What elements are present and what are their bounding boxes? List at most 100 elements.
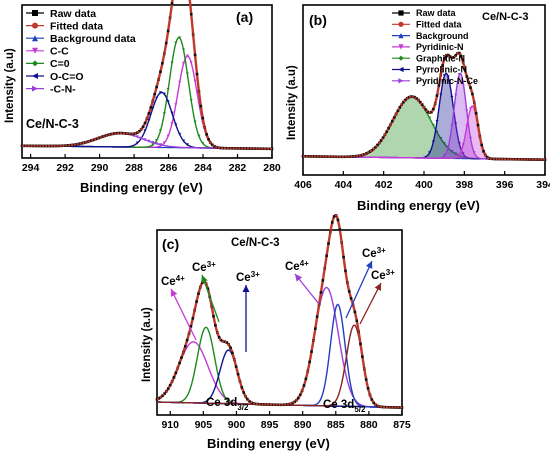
fitted-data-point	[512, 158, 515, 161]
fitted-data-point	[221, 340, 225, 343]
fitted-data-point	[289, 402, 292, 405]
raw-data-point	[338, 228, 342, 231]
raw-data-point	[361, 355, 364, 358]
fitted-data-point	[450, 56, 454, 59]
fitted-data-point	[337, 222, 340, 226]
fitted-data-point	[509, 158, 512, 161]
fitted-data-point	[523, 158, 526, 161]
fitted-data-point	[235, 369, 239, 372]
fitted-data-point	[128, 132, 131, 135]
fitted-data-point	[434, 102, 437, 105]
fitted-data-point	[88, 140, 91, 143]
annotation-arrow	[170, 288, 197, 341]
annotation-label: Ce3+	[371, 268, 395, 282]
fitted-data-point	[258, 403, 261, 406]
legend-marker	[32, 10, 38, 16]
fitted-data-point	[292, 401, 295, 404]
raw-data-point	[441, 64, 444, 67]
x-tick-label: 288	[125, 162, 143, 174]
x-tick-label: 284	[194, 162, 212, 174]
fitted-data-point	[459, 53, 462, 56]
x-tick-label: 890	[294, 419, 312, 431]
x-tick-label: 292	[56, 162, 74, 174]
legend-marker	[398, 10, 404, 16]
fitted-data-point	[515, 158, 518, 161]
annotation-label: Ce3+	[362, 246, 386, 260]
raw-data-point	[370, 398, 374, 401]
fitted-data-point	[529, 158, 532, 161]
fitted-data-point	[229, 147, 232, 150]
fitted-data-point	[36, 144, 39, 148]
fitted-data-point	[377, 405, 380, 408]
raw-data-point	[246, 397, 249, 401]
fitted-data-point	[105, 134, 108, 137]
component-marker	[151, 143, 155, 147]
component-marker	[428, 151, 432, 155]
fitted-data-point	[243, 147, 247, 150]
raw-data-point	[469, 86, 472, 89]
fitted-data-point	[422, 106, 426, 109]
x-tick-label: 895	[261, 419, 279, 431]
raw-data-point	[178, 361, 181, 365]
component-marker	[446, 145, 450, 149]
fitted-data-point	[213, 319, 216, 323]
raw-data-point	[219, 338, 223, 342]
legend-marker	[398, 55, 404, 61]
fitted-data-point	[165, 390, 168, 393]
fitted-data-point	[349, 293, 352, 297]
fitted-data-point	[316, 155, 319, 158]
fitted-data-point	[344, 155, 347, 158]
raw-data-point	[159, 70, 162, 74]
fitted-data-point	[526, 158, 529, 161]
fitted-data-point	[157, 78, 160, 81]
fitted-data-point	[272, 403, 275, 406]
raw-data-point	[396, 109, 400, 113]
fitted-data-point	[148, 109, 151, 112]
raw-data-point	[381, 136, 385, 140]
fitted-data-point	[461, 60, 465, 64]
fitted-data-point	[327, 155, 331, 158]
fitted-data-point	[44, 144, 48, 148]
fitted-data-point	[47, 144, 51, 148]
raw-data-point	[404, 98, 407, 102]
fitted-data-point	[481, 147, 484, 150]
fitted-data-point	[315, 321, 318, 324]
fitted-data-point	[517, 158, 521, 161]
legend-marker	[398, 66, 404, 73]
component-marker	[201, 141, 205, 145]
fitted-data-point	[226, 147, 229, 150]
fitted-data-point	[275, 403, 278, 406]
fitted-data-point	[364, 152, 367, 156]
raw-data-point	[321, 279, 325, 282]
component-marker	[174, 123, 178, 127]
x-tick-label: 885	[327, 419, 345, 431]
legend-entry: Graphitic-N	[416, 53, 465, 63]
fitted-data-point	[250, 401, 253, 404]
fitted-data-point	[332, 217, 335, 220]
fitted-data-point	[431, 109, 434, 113]
fitted-data-point	[235, 147, 238, 150]
fitted-data-point	[305, 155, 308, 158]
raw-data-point	[446, 53, 450, 57]
component-marker	[182, 62, 186, 66]
fitted-data-point	[394, 112, 398, 116]
raw-data-point	[302, 384, 306, 387]
raw-data-point	[193, 53, 197, 57]
fitted-data-point	[241, 389, 244, 392]
component-marker	[170, 61, 174, 65]
component-marker	[457, 72, 461, 76]
fitted-data-point	[353, 155, 356, 158]
fitted-data-point	[154, 89, 157, 92]
component-marker	[439, 93, 443, 97]
raw-data-point	[310, 350, 313, 353]
raw-data-point	[197, 292, 200, 295]
legend-marker	[398, 78, 404, 84]
fitted-data-point	[329, 230, 332, 234]
fitted-data-point	[216, 331, 219, 334]
fitted-data-point	[320, 285, 324, 288]
fitted-data-point	[319, 155, 322, 158]
legend-marker	[32, 85, 38, 92]
component-marker	[450, 124, 454, 128]
raw-data-point	[141, 125, 145, 128]
